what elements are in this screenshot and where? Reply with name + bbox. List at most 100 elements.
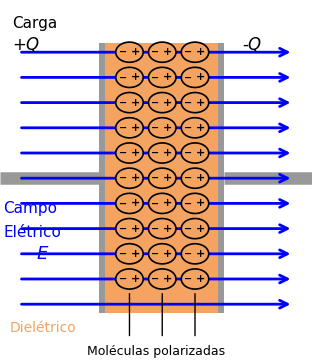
Text: −: − <box>184 249 192 259</box>
Text: +: + <box>196 274 205 284</box>
Text: −: − <box>151 72 159 82</box>
Text: +: + <box>163 173 173 183</box>
Text: +: + <box>130 148 140 158</box>
Ellipse shape <box>149 118 176 138</box>
Text: +: + <box>196 98 205 108</box>
Text: +: + <box>130 98 140 108</box>
Ellipse shape <box>116 118 143 138</box>
Ellipse shape <box>181 168 209 188</box>
Text: −: − <box>119 274 127 284</box>
Text: +: + <box>196 72 205 82</box>
Text: −: − <box>151 98 159 108</box>
Ellipse shape <box>116 269 143 289</box>
Text: −: − <box>151 123 159 133</box>
Text: +: + <box>163 47 173 57</box>
Ellipse shape <box>181 67 209 87</box>
Bar <box>99 43 105 313</box>
Text: Elétrico: Elétrico <box>3 225 61 240</box>
Text: −: − <box>119 173 127 183</box>
Text: −: − <box>151 148 159 158</box>
Text: −: − <box>119 249 127 259</box>
Text: −: − <box>119 198 127 208</box>
Text: +: + <box>163 198 173 208</box>
Text: −: − <box>119 123 127 133</box>
Text: +: + <box>163 123 173 133</box>
Ellipse shape <box>149 67 176 87</box>
Ellipse shape <box>116 219 143 239</box>
Text: −: − <box>184 198 192 208</box>
Text: +: + <box>163 98 173 108</box>
Ellipse shape <box>149 219 176 239</box>
Ellipse shape <box>116 168 143 188</box>
Text: +: + <box>196 123 205 133</box>
Bar <box>105 43 218 313</box>
Text: −: − <box>151 224 159 234</box>
Ellipse shape <box>181 143 209 163</box>
Text: Moléculas polarizadas: Moléculas polarizadas <box>87 345 225 357</box>
Text: +: + <box>196 198 205 208</box>
Text: +: + <box>130 173 140 183</box>
Text: +: + <box>196 148 205 158</box>
Ellipse shape <box>149 193 176 213</box>
Text: +: + <box>196 224 205 234</box>
Text: −: − <box>184 123 192 133</box>
Text: $E$: $E$ <box>36 245 49 263</box>
Ellipse shape <box>181 219 209 239</box>
Text: Carga: Carga <box>12 16 58 31</box>
Text: +: + <box>130 47 140 57</box>
Ellipse shape <box>149 42 176 62</box>
Text: +: + <box>130 198 140 208</box>
Text: −: − <box>119 148 127 158</box>
Text: −: − <box>184 173 192 183</box>
Text: +: + <box>196 47 205 57</box>
Text: −: − <box>151 47 159 57</box>
Text: −: − <box>184 224 192 234</box>
Ellipse shape <box>116 244 143 264</box>
Text: +: + <box>163 148 173 158</box>
Text: +: + <box>163 249 173 259</box>
Ellipse shape <box>149 269 176 289</box>
Ellipse shape <box>181 269 209 289</box>
Ellipse shape <box>116 193 143 213</box>
Text: +: + <box>196 173 205 183</box>
Ellipse shape <box>181 93 209 113</box>
Text: −: − <box>151 198 159 208</box>
Text: Dielétrico: Dielétrico <box>9 321 76 334</box>
Ellipse shape <box>149 143 176 163</box>
Ellipse shape <box>116 93 143 113</box>
Text: −: − <box>184 98 192 108</box>
Text: -$Q$: -$Q$ <box>242 36 262 54</box>
Ellipse shape <box>149 244 176 264</box>
Text: +: + <box>130 72 140 82</box>
Text: +: + <box>130 123 140 133</box>
Text: +: + <box>130 274 140 284</box>
Text: +: + <box>196 249 205 259</box>
Text: Campo: Campo <box>3 201 57 216</box>
Text: −: − <box>184 274 192 284</box>
Ellipse shape <box>116 67 143 87</box>
Text: −: − <box>151 249 159 259</box>
Text: +: + <box>163 72 173 82</box>
Text: −: − <box>119 98 127 108</box>
Text: −: − <box>151 173 159 183</box>
Text: −: − <box>184 47 192 57</box>
Text: −: − <box>184 148 192 158</box>
Text: +: + <box>130 249 140 259</box>
Text: −: − <box>119 47 127 57</box>
Bar <box>218 43 224 313</box>
Text: −: − <box>119 224 127 234</box>
Text: +: + <box>163 224 173 234</box>
Ellipse shape <box>149 168 176 188</box>
Ellipse shape <box>181 42 209 62</box>
Ellipse shape <box>116 42 143 62</box>
Text: −: − <box>184 72 192 82</box>
Ellipse shape <box>149 93 176 113</box>
Ellipse shape <box>116 143 143 163</box>
Ellipse shape <box>181 118 209 138</box>
Text: +$Q$: +$Q$ <box>12 36 41 54</box>
Ellipse shape <box>181 193 209 213</box>
Text: +: + <box>163 274 173 284</box>
Ellipse shape <box>181 244 209 264</box>
Text: +: + <box>130 224 140 234</box>
Text: −: − <box>119 72 127 82</box>
